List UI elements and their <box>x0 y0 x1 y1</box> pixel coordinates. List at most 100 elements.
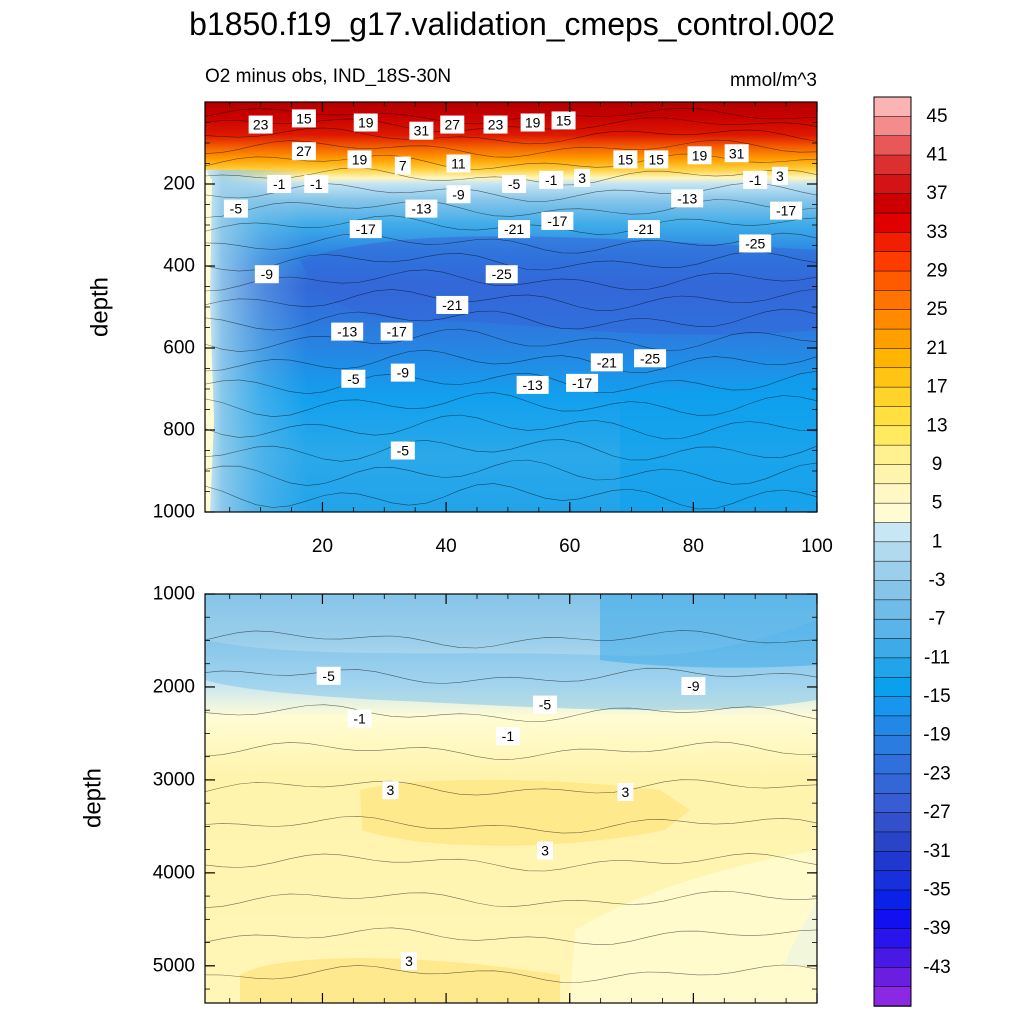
contour-label-box <box>483 115 508 134</box>
contour-label: -13 <box>523 377 543 393</box>
contour-label-box <box>771 166 788 185</box>
contour-label: 31 <box>729 145 745 161</box>
contour-label: 15 <box>296 110 312 126</box>
y-tick-label: 2000 <box>153 676 195 697</box>
colorbar-swatch <box>873 618 912 640</box>
contour-line <box>205 741 817 760</box>
contour-label: -21 <box>442 297 462 313</box>
contour-label: 27 <box>296 143 312 159</box>
colorbar-swatch <box>873 502 912 524</box>
contour-label-box <box>770 201 803 220</box>
upper-deep-core <box>300 236 817 335</box>
contour-label-box <box>498 220 531 239</box>
contour-label-box <box>248 115 273 134</box>
chart-subtitle-left: O2 minus obs, IND_18S-30N <box>205 66 451 87</box>
contour-label: -5 <box>347 371 360 387</box>
contour-line <box>205 308 817 331</box>
y-tick-label: 3000 <box>153 769 195 790</box>
contour-line <box>205 779 817 796</box>
colorbar-swatch <box>873 696 912 717</box>
contour-line <box>205 630 817 649</box>
colorbar-label: -39 <box>923 918 950 939</box>
colorbar-swatch <box>873 135 912 156</box>
contour-label: -5 <box>230 201 243 217</box>
x-tick-label: 60 <box>559 536 580 557</box>
lower-plot-frame <box>204 593 818 1004</box>
contour-label-box <box>495 727 520 746</box>
contour-label-box <box>541 211 574 230</box>
contour-label: 3 <box>621 784 629 800</box>
contour-line <box>205 269 817 292</box>
colorbar-label: 41 <box>926 145 947 166</box>
colorbar-swatch <box>873 406 912 427</box>
y-tick-label: 800 <box>163 420 195 441</box>
contour-label: -5 <box>508 176 521 192</box>
contour-label-box <box>394 156 411 175</box>
y-tick-label: 1000 <box>153 502 195 523</box>
x-tick-label: 20 <box>312 536 333 557</box>
colorbar-swatch <box>873 444 912 466</box>
colorbar-swatch <box>873 522 912 543</box>
contour-label-box <box>223 199 248 218</box>
contour-label: 19 <box>692 147 708 163</box>
y-tick-label: 400 <box>163 256 195 277</box>
contour-label-box <box>537 841 553 860</box>
y-tick-label: 4000 <box>153 862 195 883</box>
contour-label: 15 <box>618 151 634 167</box>
lower-y-axis-title: depth <box>80 768 107 828</box>
colorbar-swatch <box>873 967 912 988</box>
contour-label-box <box>446 185 471 204</box>
colorbar-label: -23 <box>923 763 950 784</box>
contour-line <box>205 349 817 373</box>
colorbar-label: -15 <box>923 686 950 707</box>
lower-deep-core <box>600 594 817 668</box>
colorbar-swatch <box>873 541 912 562</box>
contour-line <box>205 414 817 440</box>
contour-label: 23 <box>488 117 504 133</box>
colorbar-swatch <box>873 483 912 504</box>
contour-label-box <box>347 150 372 169</box>
upper-axes: 200 400 600 800 1000 20 40 60 80 100 <box>153 101 833 557</box>
contour-label: -25 <box>492 266 512 282</box>
contour-label: -13 <box>337 324 357 340</box>
lower-mid-band <box>205 620 817 711</box>
contour-label-box <box>291 142 316 161</box>
colorbar-label: 13 <box>926 415 947 436</box>
colorbar-swatch <box>873 638 912 659</box>
colorbar-swatch <box>873 734 912 756</box>
contour-line <box>205 439 817 462</box>
colorbar-swatch <box>873 290 912 311</box>
colorbar-label: -7 <box>929 609 946 630</box>
lower-east-light <box>570 850 817 1003</box>
contour-label: 31 <box>414 123 430 139</box>
x-tick-label: 40 <box>436 536 457 557</box>
colorbar-label: 21 <box>926 338 947 359</box>
contour-label: -1 <box>749 172 762 188</box>
colorbar-swatch <box>873 348 912 369</box>
contour-label: -21 <box>634 221 654 237</box>
colorbar-swatch <box>873 754 912 775</box>
contour-label-box <box>446 154 471 173</box>
colorbar-swatch <box>873 251 912 272</box>
contour-label-box <box>405 199 438 218</box>
lower-contour-labels: -5 -9 -5 -1 -1 3 3 3 3 <box>316 666 706 971</box>
y-tick-label: 600 <box>163 338 195 359</box>
contour-label: 3 <box>541 843 549 859</box>
contour-line <box>205 182 817 202</box>
contour-label: -13 <box>677 190 697 206</box>
contour-label: 15 <box>556 112 572 128</box>
colorbar-swatch <box>873 193 912 214</box>
contour-label: -9 <box>687 678 700 694</box>
contour-label-box <box>349 220 382 239</box>
contour-label: -25 <box>745 235 765 251</box>
colorbar-label: 17 <box>926 377 947 398</box>
colorbar-swatch <box>873 947 912 969</box>
contour-label-box <box>304 175 329 193</box>
contour-line <box>205 704 817 722</box>
contour-label: 19 <box>525 115 541 131</box>
contour-label-box <box>440 115 465 134</box>
y-tick-label: 5000 <box>153 955 195 976</box>
contour-label: -9 <box>452 186 465 202</box>
